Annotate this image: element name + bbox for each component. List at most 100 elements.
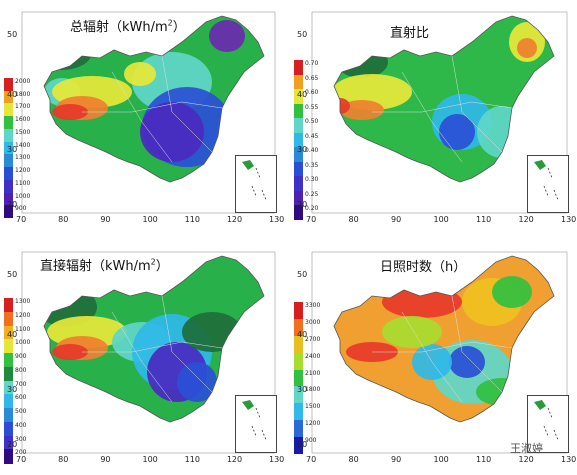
title-close: ） bbox=[172, 20, 186, 35]
province-line bbox=[451, 295, 503, 393]
x-tick-label: 120 bbox=[518, 455, 534, 464]
x-tick-label: 70 bbox=[16, 455, 27, 464]
map-panel-1: 总辐射（kWh/m2） 2000 1800 1700 1600 1500 1400 1300 1… bbox=[0, 0, 285, 235]
map-zone-8 bbox=[517, 38, 537, 58]
south-china-sea-inset bbox=[235, 395, 277, 453]
legend-label: 1200 bbox=[15, 167, 31, 175]
x-tick-label: 90 bbox=[391, 215, 402, 224]
legend-label: 1200 bbox=[15, 311, 31, 319]
legend-swatch bbox=[294, 74, 303, 90]
province-line bbox=[111, 311, 173, 403]
y-tick-label: 20 bbox=[7, 200, 18, 209]
legend-label: 500 bbox=[15, 408, 27, 415]
map-zone-1 bbox=[44, 34, 92, 70]
y-tick-label: 40 bbox=[7, 330, 18, 339]
province-line bbox=[372, 101, 513, 113]
legend-label: 200 bbox=[15, 449, 27, 457]
province-line bbox=[401, 71, 463, 163]
legend-swatch bbox=[4, 205, 13, 219]
map-zone-8 bbox=[140, 102, 204, 162]
legend-swatch bbox=[294, 176, 303, 192]
x-tick-label: 70 bbox=[16, 215, 27, 224]
map-zone-2 bbox=[334, 74, 412, 110]
y-tick-label: 40 bbox=[297, 90, 308, 99]
province-line bbox=[372, 341, 513, 353]
axes-frame bbox=[21, 251, 276, 454]
map-zone-6 bbox=[439, 114, 475, 150]
legend-label: 1800 bbox=[15, 90, 31, 98]
legend-label: 800 bbox=[15, 366, 27, 374]
map-zone-5 bbox=[52, 104, 88, 120]
country-outline bbox=[333, 15, 555, 183]
legend-label: 0.70 bbox=[305, 60, 319, 67]
legend-swatch bbox=[294, 118, 303, 134]
x-tick-label: 110 bbox=[184, 455, 200, 464]
legend-label: 300 bbox=[15, 435, 27, 443]
x-tick-label: 130 bbox=[269, 455, 285, 464]
legend-label: 0.20 bbox=[305, 205, 319, 213]
legend-swatch bbox=[4, 366, 13, 381]
legend-label: 2700 bbox=[305, 335, 321, 343]
legend-label: 3300 bbox=[305, 302, 321, 309]
x-tick-label: 70 bbox=[306, 455, 317, 464]
x-tick-label: 80 bbox=[58, 215, 69, 224]
legend-label: 1800 bbox=[305, 386, 321, 394]
map-zone-4 bbox=[492, 276, 532, 308]
legend-label: 400 bbox=[15, 421, 27, 429]
map-canvas bbox=[311, 11, 568, 214]
y-tick-label: 20 bbox=[297, 440, 308, 449]
x-tick-label: 110 bbox=[184, 215, 200, 224]
map-zone-9 bbox=[477, 106, 527, 158]
axes-frame bbox=[311, 251, 568, 454]
legend-swatch bbox=[4, 435, 13, 450]
legend-swatch bbox=[294, 161, 303, 177]
legend-swatch bbox=[4, 103, 13, 117]
map-zone-8 bbox=[177, 362, 217, 402]
panel-title: 日照时数（h） bbox=[380, 256, 466, 275]
legend-swatch bbox=[4, 408, 13, 423]
title-text: 总辐射（kWh/m bbox=[70, 20, 168, 35]
color-legend: 1300 1200 1100 1000 900 800 700 600 500 400 300 200 bbox=[4, 298, 30, 464]
map-canvas bbox=[21, 251, 276, 454]
map-zone-9 bbox=[182, 312, 242, 352]
legend-label: 0.65 bbox=[305, 74, 319, 82]
province-line bbox=[82, 341, 223, 353]
y-tick-label: 50 bbox=[7, 270, 18, 279]
legend-swatch bbox=[4, 311, 13, 326]
legend-swatch bbox=[294, 302, 303, 320]
map-zone-4 bbox=[52, 344, 88, 360]
x-tick-label: 120 bbox=[518, 215, 534, 224]
legend-swatch bbox=[294, 352, 303, 371]
legend-label: 0.45 bbox=[305, 132, 319, 140]
map-panel-4: 日照时数（h） 3300 3000 2700 2400 2100 1800 1500 1200 9… bbox=[290, 240, 577, 475]
axes-frame bbox=[311, 11, 568, 214]
map-zone-3 bbox=[340, 100, 384, 120]
south-china-sea-inset bbox=[235, 155, 277, 213]
legend-label: 0.50 bbox=[305, 118, 319, 126]
legend-swatch bbox=[294, 147, 303, 163]
y-tick-label: 20 bbox=[297, 200, 308, 209]
x-tick-label: 100 bbox=[433, 455, 449, 464]
map-zone-10 bbox=[124, 62, 156, 86]
y-tick-label: 40 bbox=[297, 330, 308, 339]
x-tick-label: 130 bbox=[269, 215, 285, 224]
inset-map bbox=[242, 160, 267, 201]
x-tick-label: 130 bbox=[561, 215, 577, 224]
legend-swatch bbox=[4, 298, 13, 313]
legend-swatch bbox=[294, 403, 303, 421]
province-line bbox=[401, 311, 463, 403]
x-tick-label: 70 bbox=[306, 215, 317, 224]
legend-swatch bbox=[294, 335, 303, 354]
legend-label: 1000 bbox=[15, 339, 31, 347]
legend-label: 1700 bbox=[15, 103, 31, 111]
color-legend: 3300 3000 2700 2400 2100 1800 1500 1200 900 bbox=[294, 302, 320, 455]
legend-label: 2000 bbox=[15, 78, 31, 85]
legend-label: 1100 bbox=[15, 325, 31, 333]
y-tick-label: 30 bbox=[7, 145, 18, 154]
x-tick-label: 100 bbox=[433, 215, 449, 224]
title-close: ） bbox=[155, 259, 169, 274]
legend-swatch bbox=[294, 132, 303, 148]
legend-label: 1300 bbox=[15, 154, 31, 162]
legend-swatch bbox=[4, 141, 13, 155]
legend-swatch bbox=[294, 386, 303, 404]
